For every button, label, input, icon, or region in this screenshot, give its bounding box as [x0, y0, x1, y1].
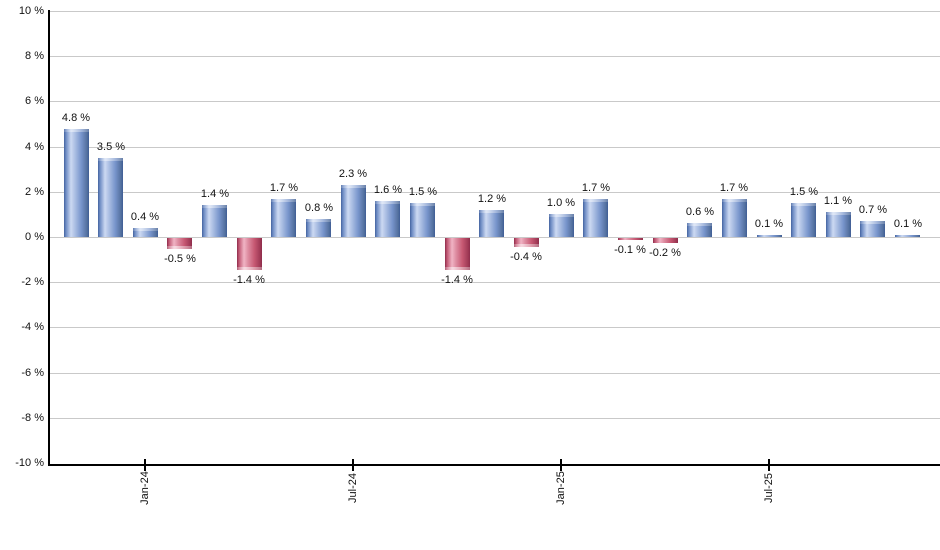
bar [375, 201, 400, 237]
y-axis-line [48, 10, 50, 466]
bar-value-label: 4.8 % [61, 112, 91, 124]
bar-value-label: 1.2 % [477, 193, 507, 205]
bar [791, 203, 816, 237]
bar [306, 219, 331, 237]
bar [895, 235, 920, 237]
bar-value-label: 0.4 % [130, 211, 160, 223]
bar-value-label: 1.7 % [581, 182, 611, 194]
bar-value-label: -1.4 % [233, 274, 265, 286]
x-axis-tick [352, 459, 354, 471]
y-axis-label: 2 % [25, 186, 44, 198]
bar [133, 228, 158, 237]
bar [722, 199, 747, 237]
bar [860, 221, 885, 237]
bar [271, 199, 296, 237]
bar-value-label: 0.1 % [893, 218, 923, 230]
y-axis-label: 4 % [25, 141, 44, 153]
gridline [48, 11, 940, 12]
y-axis-label: -2 % [21, 276, 44, 288]
bar-value-label: 2.3 % [338, 168, 368, 180]
bar-value-label: 1.4 % [200, 188, 230, 200]
bar [445, 238, 470, 270]
bar [64, 129, 89, 237]
x-axis-tick [560, 459, 562, 471]
bar-value-label: -0.2 % [649, 247, 681, 259]
gridline [48, 327, 940, 328]
bar-value-label: 1.1 % [823, 195, 853, 207]
bar [237, 238, 262, 270]
x-axis-label: Jul-25 [763, 473, 775, 503]
bar [583, 199, 608, 237]
bar-value-label: -1.4 % [441, 274, 473, 286]
x-axis-tick [144, 459, 146, 471]
bar [514, 238, 539, 247]
bar-value-label: 1.0 % [546, 197, 576, 209]
bar-value-label: 0.7 % [858, 204, 888, 216]
bar [653, 238, 678, 243]
y-axis-label: -10 % [15, 457, 44, 469]
x-axis-label: Jul-24 [347, 473, 359, 503]
y-axis-label: 10 % [18, 5, 44, 17]
x-axis-label: Jan-25 [555, 471, 567, 505]
bar [167, 238, 192, 249]
bar-value-label: -0.4 % [510, 251, 542, 263]
bar-value-label: 0.1 % [754, 218, 784, 230]
bar [98, 158, 123, 237]
x-axis-label: Jan-24 [139, 471, 151, 505]
bar [479, 210, 504, 237]
y-axis-label: -4 % [21, 321, 44, 333]
y-axis-label: 6 % [25, 95, 44, 107]
y-axis-label: 8 % [25, 50, 44, 62]
bar [202, 205, 227, 237]
bar-value-label: 1.7 % [719, 182, 749, 194]
gridline [48, 282, 940, 283]
bar-value-label: 0.8 % [304, 202, 334, 214]
bar [341, 185, 366, 237]
gridline [48, 147, 940, 148]
x-axis-tick [768, 459, 770, 471]
bar-value-label: 1.7 % [269, 182, 299, 194]
bar [826, 212, 851, 237]
bar-value-label: 1.6 % [373, 184, 403, 196]
gridline [48, 56, 940, 57]
gridline [48, 418, 940, 419]
bar [549, 214, 574, 237]
gridline [48, 192, 940, 193]
bar-value-label: 1.5 % [789, 186, 819, 198]
bar-value-label: 3.5 % [96, 141, 126, 153]
y-axis-label: 0 % [25, 231, 44, 243]
bar-value-label: 1.5 % [408, 186, 438, 198]
y-axis-label: -6 % [21, 367, 44, 379]
bar-value-label: -0.1 % [614, 244, 646, 256]
bar [757, 235, 782, 237]
bar [687, 223, 712, 237]
bar [410, 203, 435, 237]
gridline [48, 373, 940, 374]
x-axis-line [48, 464, 940, 466]
y-axis-label: -8 % [21, 412, 44, 424]
bar-value-label: 0.6 % [685, 206, 715, 218]
gridline [48, 101, 940, 102]
gridline [48, 237, 940, 238]
bar-value-label: -0.5 % [164, 253, 196, 265]
bar [618, 238, 643, 240]
